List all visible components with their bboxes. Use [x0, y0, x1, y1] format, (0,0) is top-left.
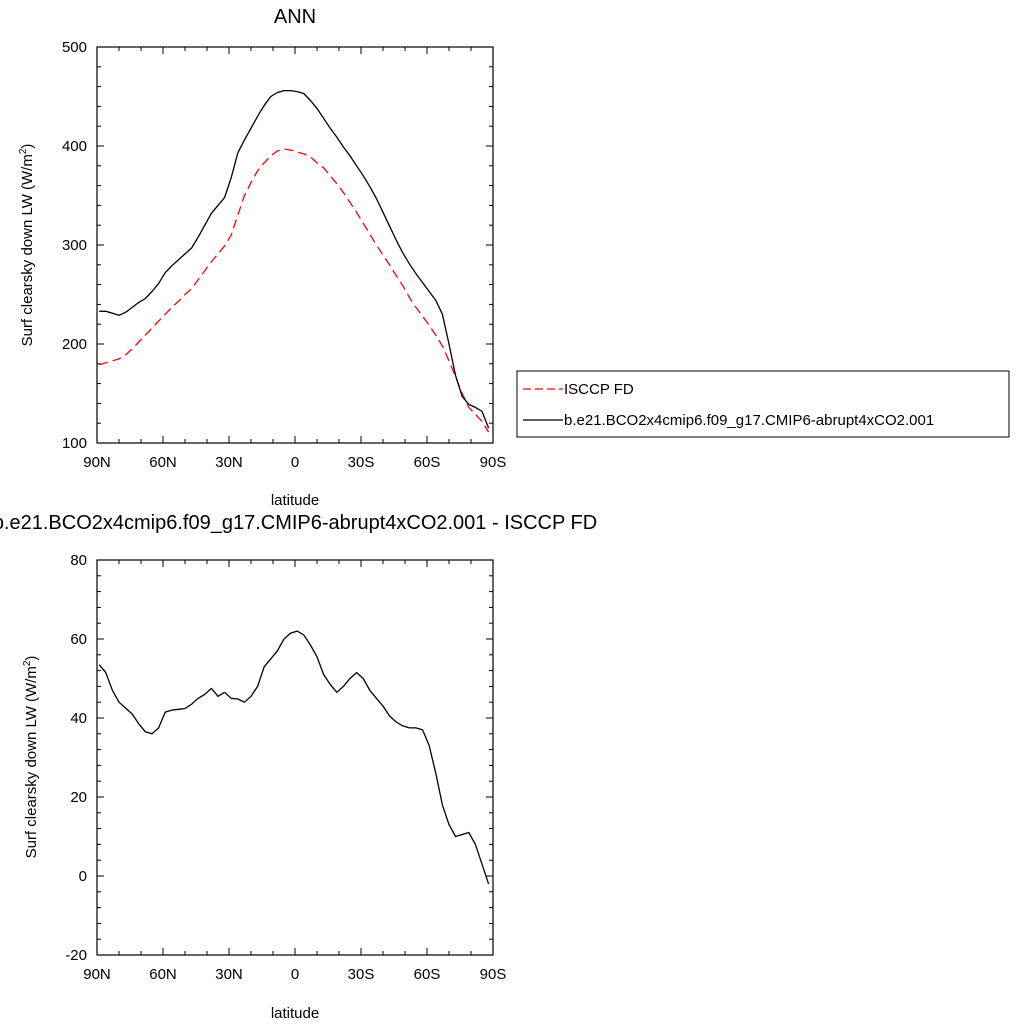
plot-bottom-x-axis-label: latitude	[271, 1005, 319, 1022]
plot-top-x-tick-label: 30N	[215, 454, 243, 471]
plot-top-y-tick-label: 100	[62, 435, 87, 452]
plot-bottom-series	[98, 630, 490, 885]
plot-top-x-axis-label: latitude	[271, 492, 319, 509]
legend: ISCCP FD b.e21.BCO2x4cmip6.f09_g17.CMIP6…	[516, 370, 1010, 438]
plot-bottom-x-tick-label: 60N	[149, 966, 177, 983]
plot-bottom-series-line-0	[98, 630, 490, 885]
svg-text:Surf clearsky down LW (W/m2): Surf clearsky down LW (W/m2)	[22, 656, 40, 859]
plot-bottom-x-tick-label: 30N	[215, 966, 243, 983]
plot-top-y-axis-label-end: )	[19, 144, 36, 149]
plot-top-series-line-1	[99, 89, 490, 429]
plot-bottom-y-tick-label: 80	[70, 552, 87, 569]
plot-bottom-x-tick-label: 60S	[414, 966, 441, 983]
svg-text:Surf clearsky down LW (W/m2): Surf clearsky down LW (W/m2)	[18, 144, 36, 347]
plot-bottom-y-tick-label: 40	[70, 710, 87, 727]
plot-bottom-y-axis-label-main: Surf clearsky down LW (W/m	[23, 666, 40, 858]
plot-bottom-frame	[96, 559, 494, 956]
plot-top-axes: 90N 60N 30N 0 30S 60S 90S 100 200 300 400 500	[62, 39, 506, 471]
plot-bottom-x-tick-label: 30S	[348, 966, 375, 983]
plot-bottom-axes: 90N 60N 30N 0 30S 60S 90S -20 0 20 40 60 80	[65, 552, 506, 983]
plot-top-y-tick-label: 500	[62, 39, 87, 56]
legend-box	[516, 370, 1010, 438]
plot-top-x-tick-label: 90S	[480, 454, 507, 471]
plot-top-x-tick-label: 0	[291, 454, 299, 471]
plot-top-y-tick-label: 300	[62, 237, 87, 254]
plot-top-series	[99, 89, 490, 433]
plot-top: ANN Surf clearsky down LW (W/m2) latitud…	[18, 6, 506, 509]
plot-top-frame	[96, 46, 494, 444]
plot-bottom-y-tick-label: -20	[65, 947, 87, 964]
plot-top-x-tick-label: 90N	[83, 454, 111, 471]
legend-label-isccp: ISCCP FD	[564, 381, 634, 398]
plot-bottom-y-axis-label-end: )	[23, 656, 40, 661]
plot-bottom-title: b.e21.BCO2x4cmip6.f09_g17.CMIP6-abrupt4x…	[0, 512, 597, 534]
plot-top-x-tick-label: 60S	[414, 454, 441, 471]
plot-top-x-tick-label: 60N	[149, 454, 177, 471]
plot-bottom-x-tick-label: 0	[291, 966, 299, 983]
plot-top-y-tick-label: 200	[62, 336, 87, 353]
plot-bottom-y-tick-label: 20	[70, 789, 87, 806]
plot-bottom-y-axis-label-sup: 2	[22, 660, 33, 666]
plot-top-y-axis-label-main: Surf clearsky down LW (W/m	[19, 154, 36, 346]
plot-top-x-tick-label: 30S	[348, 454, 375, 471]
plot-bottom-x-tick-label: 90S	[480, 966, 507, 983]
plot-top-y-axis-label: Surf clearsky down LW (W/m2)	[18, 144, 36, 347]
plot-top-y-tick-label: 400	[62, 138, 87, 155]
plot-bottom-y-tick-label: 60	[70, 631, 87, 648]
plot-bottom: b.e21.BCO2x4cmip6.f09_g17.CMIP6-abrupt4x…	[0, 512, 597, 1022]
plot-top-series-line-0	[99, 148, 490, 433]
legend-label-model: b.e21.BCO2x4cmip6.f09_g17.CMIP6-abrupt4x…	[564, 412, 934, 429]
plot-bottom-y-axis-label: Surf clearsky down LW (W/m2)	[22, 656, 40, 859]
plot-bottom-x-tick-label: 90N	[83, 966, 111, 983]
plot-bottom-y-tick-label: 0	[79, 868, 87, 885]
plot-top-title: ANN	[274, 6, 316, 28]
plot-top-y-axis-label-sup: 2	[18, 148, 29, 154]
